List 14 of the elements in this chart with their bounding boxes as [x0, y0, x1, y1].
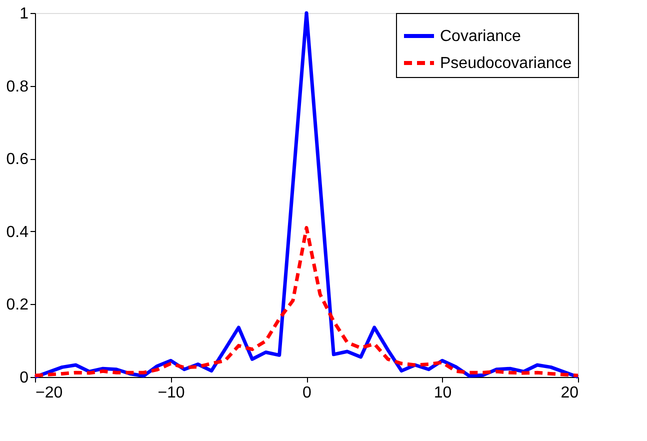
legend-label: Pseudocovariance [440, 55, 572, 72]
y-tick-label: 0.2 [6, 296, 29, 314]
y-tick-label: 0.6 [6, 151, 29, 168]
y-tick-label: 0.4 [6, 224, 29, 241]
x-tick-label: −20 [36, 384, 63, 402]
line-series [33, 11, 580, 379]
x-tick-label: 0 [302, 384, 312, 402]
y-tick-label: 1 [20, 6, 29, 22]
x-tick-label: 20 [560, 384, 579, 402]
x-tick-label: −10 [158, 384, 185, 402]
y-tick-label: 0 [20, 370, 29, 386]
legend-label: Covariance [440, 28, 522, 45]
y-tick-label: 0.8 [6, 78, 29, 96]
x-tick-label: 10 [434, 384, 452, 402]
